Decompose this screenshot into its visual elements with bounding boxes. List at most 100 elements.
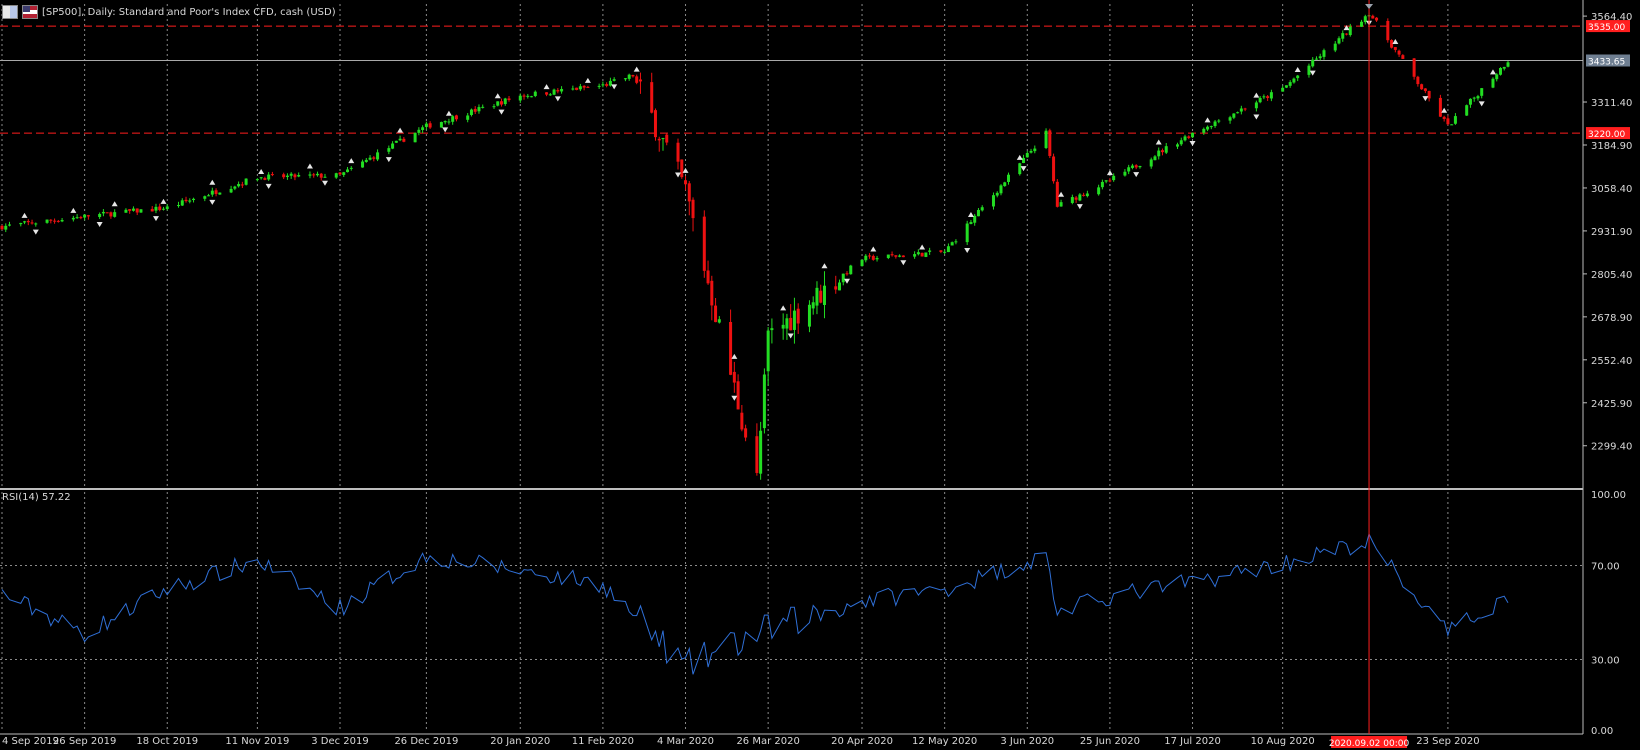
candle-body xyxy=(1078,194,1082,201)
candle-body xyxy=(631,75,635,77)
fractal-down-marker xyxy=(498,109,505,115)
candle-body xyxy=(53,220,57,222)
candle-body xyxy=(1085,193,1089,197)
candle-body xyxy=(372,157,376,159)
candle-body xyxy=(428,123,432,128)
fractal-down-marker xyxy=(787,333,794,339)
candle-body xyxy=(638,79,642,82)
time-tick-label: 12 May 2020 xyxy=(912,736,977,747)
candle-body xyxy=(1269,92,1273,99)
candle-body xyxy=(1018,163,1022,175)
candle-body xyxy=(1157,150,1161,157)
candle-body xyxy=(289,173,293,176)
candle-body xyxy=(165,206,169,209)
time-tick-label: 26 Mar 2020 xyxy=(736,736,799,747)
candle-body xyxy=(687,183,691,202)
candle-body xyxy=(916,252,920,255)
candle-body xyxy=(950,242,954,246)
candle-body xyxy=(4,225,8,230)
candle-body xyxy=(965,223,969,243)
candle-body xyxy=(1164,146,1168,153)
fractal-down-marker xyxy=(675,172,682,178)
candle-body xyxy=(1341,33,1345,39)
candle-body xyxy=(105,212,109,214)
candle-body xyxy=(1044,130,1048,148)
candle-body xyxy=(1412,58,1416,77)
fractal-up-marker xyxy=(821,263,828,269)
candle-body xyxy=(969,222,973,225)
candle-body xyxy=(714,305,718,323)
crosshair-time-tag xyxy=(1331,736,1408,748)
candle-body xyxy=(1074,197,1078,200)
candle-body xyxy=(845,273,849,275)
candle-body xyxy=(518,95,522,101)
candle-body xyxy=(954,241,958,243)
crosshair-vertical[interactable]: 2020.09.02 00:00 xyxy=(1329,0,1410,749)
candle-body xyxy=(83,214,87,218)
fractal-down-marker xyxy=(32,229,39,235)
candle-body xyxy=(901,255,905,258)
fractal-up-marker xyxy=(209,179,216,185)
candle-body xyxy=(1033,148,1037,152)
candle-body xyxy=(976,209,980,217)
candle-body xyxy=(1416,76,1420,85)
candle-body xyxy=(1345,33,1349,35)
shift-marker-icon[interactable] xyxy=(1365,4,1374,9)
candle-body xyxy=(315,173,319,176)
fractal-down-marker xyxy=(1076,204,1083,210)
candle-body xyxy=(702,216,706,271)
candle-body xyxy=(45,219,49,223)
candle-body xyxy=(1187,136,1191,138)
candle-body xyxy=(128,209,132,211)
fractal-up-marker xyxy=(870,246,877,252)
level-price-label: 3220.00 xyxy=(1588,130,1625,140)
candle-body xyxy=(834,286,838,290)
time-tick-label: 25 Jun 2020 xyxy=(1080,736,1140,747)
fractal-down-marker xyxy=(442,127,449,133)
fractal-up-marker xyxy=(682,167,689,173)
candle-body xyxy=(605,84,609,86)
candle-body xyxy=(376,152,380,160)
fractal-up-marker xyxy=(445,110,452,116)
candle-body xyxy=(612,79,616,81)
candle-body xyxy=(1160,150,1164,153)
symbol-flag-icon xyxy=(2,5,18,19)
fractal-down-marker xyxy=(152,216,159,222)
candle-body xyxy=(1284,85,1288,88)
candle-body xyxy=(676,142,680,162)
candle-body xyxy=(293,174,297,178)
price-tick-label: 3184.90 xyxy=(1591,141,1632,152)
candle-body xyxy=(30,222,34,224)
candle-body xyxy=(864,255,868,261)
horizontal-levels[interactable]: 3535.00 3220.00 3433.65 xyxy=(0,20,1630,140)
candle-body xyxy=(762,374,766,429)
time-tick-label: 4 Sep 2019 xyxy=(2,736,59,747)
fractal-markers xyxy=(21,20,1496,401)
time-tick-label: 20 Jan 2020 xyxy=(490,736,550,747)
current-price-tag xyxy=(1586,54,1630,67)
level-price-tag xyxy=(1586,127,1630,140)
price-tick-label: 2678.90 xyxy=(1591,313,1632,324)
fractal-down-marker xyxy=(731,395,738,401)
candle-body xyxy=(1217,120,1221,122)
candle-body xyxy=(1082,194,1086,196)
fractal-up-marker xyxy=(1489,69,1496,75)
level-price-tag xyxy=(1586,20,1630,33)
candle-body xyxy=(1149,159,1153,167)
candle-body xyxy=(1202,128,1206,133)
candle-body xyxy=(530,96,534,98)
candle-body xyxy=(473,108,477,112)
candle-body xyxy=(424,123,428,127)
candle-body xyxy=(608,80,612,86)
candle-body xyxy=(939,250,943,252)
candle-body xyxy=(368,157,372,160)
candle-body xyxy=(1052,156,1056,182)
fractal-down-marker xyxy=(265,183,272,189)
candle-body xyxy=(871,255,875,260)
candle-body xyxy=(334,173,338,178)
candle-body xyxy=(124,209,128,213)
candle-body xyxy=(657,138,661,141)
candle-body xyxy=(875,258,879,260)
